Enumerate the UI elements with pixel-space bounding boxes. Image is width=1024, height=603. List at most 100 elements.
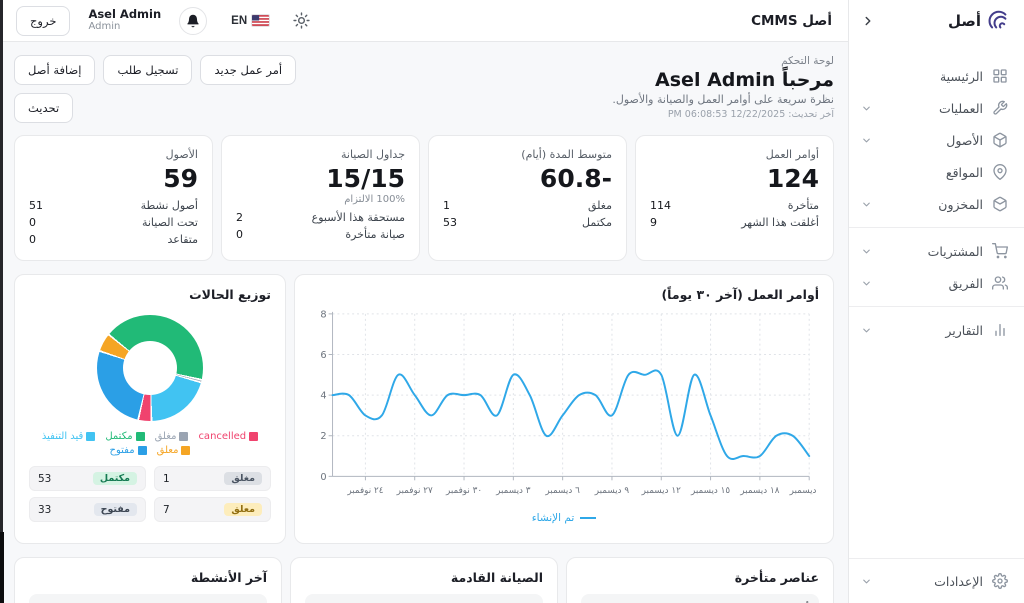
notifications-button[interactable] bbox=[179, 6, 208, 35]
stat-subtitle: 100% الالتزام bbox=[344, 194, 405, 205]
legend-item-pending[interactable]: معلق bbox=[157, 445, 191, 456]
language-label: EN bbox=[231, 14, 248, 27]
svg-text:٣٠ نوفمبر: ٣٠ نوفمبر bbox=[445, 486, 482, 496]
donut-hole bbox=[123, 341, 177, 395]
legend-label: معلق bbox=[156, 445, 179, 456]
legend-item-completed[interactable]: مكتمل bbox=[105, 431, 145, 442]
stat-row: صيانة متأخرة 0 bbox=[236, 226, 405, 243]
sidebar-bottom: الإعدادات bbox=[849, 558, 1024, 603]
theme-toggle-button[interactable] bbox=[293, 12, 310, 29]
sidebar-item-label: المخزون bbox=[938, 196, 983, 212]
chevron-down-icon bbox=[861, 135, 872, 146]
stat-row-label: مستحقة هذا الأسبوع bbox=[311, 211, 405, 224]
sidebar-item-inventory[interactable]: المخزون bbox=[849, 188, 1024, 220]
stat-row: متقاعد 0 bbox=[29, 231, 198, 248]
legend-item-closed[interactable]: مغلق bbox=[155, 431, 189, 442]
sidebar-collapse-button[interactable] bbox=[857, 10, 879, 32]
legend-swatch bbox=[86, 432, 96, 441]
stat-row-label: تحت الصيانة bbox=[141, 216, 198, 229]
sidebar-nav: الرئيسية العمليات الأصول المواقع bbox=[849, 42, 1024, 346]
card-title: آخر الأنشطة bbox=[190, 570, 267, 585]
svg-text:٣ ديسمبر: ٣ ديسمبر bbox=[495, 486, 531, 496]
scrollbar[interactable] bbox=[0, 532, 4, 603]
stat-title: متوسط المدة (أيام) bbox=[521, 148, 612, 161]
sidebar-item-locations[interactable]: المواقع bbox=[849, 156, 1024, 188]
legend-item-open[interactable]: مفتوح bbox=[110, 445, 147, 456]
logo: أصل bbox=[948, 10, 1010, 32]
sidebar-item-reports[interactable]: التقارير bbox=[849, 314, 1024, 346]
status-count: 7 bbox=[163, 503, 170, 516]
page-title: مرحباً Asel Admin bbox=[655, 69, 834, 91]
sidebar-item-home[interactable]: الرئيسية bbox=[849, 60, 1024, 92]
stat-row-value: 114 bbox=[650, 199, 671, 212]
status-donut bbox=[97, 315, 203, 421]
logout-button[interactable]: خروج bbox=[16, 5, 71, 36]
legend-swatch bbox=[137, 446, 147, 455]
stat-row: أصول نشطة 51 bbox=[29, 197, 198, 214]
sidebar-item-label: الرئيسية bbox=[939, 68, 983, 84]
divider bbox=[849, 306, 1024, 307]
refresh-button[interactable]: تحديث bbox=[14, 93, 74, 123]
status-badge: مغلق bbox=[224, 472, 262, 485]
stat-row: مستحقة هذا الأسبوع 2 bbox=[236, 209, 405, 226]
user-name: Asel Admin bbox=[88, 7, 162, 22]
stat-row: تحت الصيانة 0 bbox=[29, 214, 198, 231]
legend-label: cancelled bbox=[198, 431, 247, 442]
svg-text:١٨ ديسمبر: ١٨ ديسمبر bbox=[739, 486, 779, 496]
sidebar-item-team[interactable]: الفريق bbox=[849, 267, 1024, 299]
svg-text:6: 6 bbox=[320, 350, 326, 361]
work-orders-chart-card: أوامر العمل (آخر ٣٠ يوماً) 0 2 4 6 8 ٢٤ نوفمب… bbox=[294, 274, 834, 544]
list-item[interactable]: صيانة وقائية ٢٢ ديسمبر، ٠٣:٠٠ ص PM gener… bbox=[29, 594, 267, 603]
register-request-button[interactable]: تسجيل طلب bbox=[103, 55, 193, 85]
status-count: 1 bbox=[163, 472, 170, 485]
status-pills: مغلق 1 مكتمل 53 معلق 7 مفتوح 33 bbox=[29, 466, 271, 522]
list-item[interactable]: Daily ICU Equipment Check critical الاست… bbox=[305, 594, 543, 603]
sidebar-item-label: المشتريات bbox=[927, 243, 983, 259]
legend-swatch bbox=[181, 446, 191, 455]
legend-item-in-progress[interactable]: قيد التنفيذ bbox=[41, 431, 96, 442]
stat-row: متأخرة 114 bbox=[650, 197, 819, 214]
svg-text:0: 0 bbox=[320, 472, 326, 483]
topbar-controls: EN Asel Admin Admin خروج bbox=[16, 5, 310, 36]
new-work-order-button[interactable]: أمر عمل جديد bbox=[200, 55, 297, 85]
legend-swatch bbox=[179, 432, 189, 441]
recent-activity-card: آخر الأنشطة صيانة وقائية ٢٢ ديسمبر، ٠٣:٠… bbox=[14, 557, 282, 603]
language-switcher[interactable]: EN bbox=[225, 14, 275, 28]
stat-title: جداول الصيانة bbox=[340, 148, 405, 161]
divider bbox=[849, 227, 1024, 228]
add-asset-button[interactable]: إضافة أصل bbox=[14, 55, 96, 85]
overdue-items-card: عناصر متأخرة أمر عمل الاستحقاق: ١٩ يونيو… bbox=[566, 557, 834, 603]
user-menu[interactable]: Asel Admin Admin bbox=[88, 7, 161, 34]
svg-text:2: 2 bbox=[320, 431, 326, 442]
svg-text:٦ ديسمبر: ٦ ديسمبر bbox=[544, 486, 580, 496]
stats-row: أوامر العمل 124 متأخرة 114 أغلقت هذا الشه… bbox=[14, 135, 834, 261]
stat-value: 59 bbox=[163, 164, 198, 193]
stat-value: 124 bbox=[766, 164, 819, 193]
upcoming-maintenance-card: الصيانة القادمة Daily ICU Equipment Chec… bbox=[290, 557, 558, 603]
sidebar-item-settings[interactable]: الإعدادات bbox=[849, 565, 1024, 603]
sidebar-item-label: الأصول bbox=[946, 132, 983, 148]
donut-wrap bbox=[29, 315, 271, 421]
sidebar-item-operations[interactable]: العمليات bbox=[849, 92, 1024, 124]
card-title: عناصر متأخرة bbox=[734, 570, 819, 585]
page-subtitle: نظرة سريعة على أوامر العمل والصيانة والأ… bbox=[612, 93, 834, 106]
legend-label: قيد التنفيذ bbox=[41, 431, 84, 442]
stat-row-value: 2 bbox=[236, 211, 243, 224]
wrench-icon bbox=[992, 100, 1008, 116]
sidebar-item-purchases[interactable]: المشتريات bbox=[849, 235, 1024, 267]
stat-row-value: 51 bbox=[29, 199, 43, 212]
bottom-row: عناصر متأخرة أمر عمل الاستحقاق: ١٩ يونيو… bbox=[14, 557, 834, 603]
sidebar-item-assets[interactable]: الأصول bbox=[849, 124, 1024, 156]
stat-value: 15/15 bbox=[326, 164, 405, 193]
chart-title: أوامر العمل (آخر ٣٠ يوماً) bbox=[661, 287, 819, 302]
sidebar: أصل الرئيسية العمليات الأصول bbox=[848, 0, 1024, 603]
status-badge: مفتوح bbox=[93, 503, 137, 516]
stat-row-label: أصول نشطة bbox=[140, 199, 198, 212]
line-legend-item[interactable]: تم الإنشاء bbox=[309, 512, 819, 524]
status-distribution-card: توزيع الحالات cancelled مغلق مكتمل قيد ا… bbox=[14, 274, 286, 544]
list-item[interactable]: أمر عمل الاستحقاق: ١٩ يونيو Elevator Ins… bbox=[581, 594, 819, 603]
legend-item-cancelled[interactable]: cancelled bbox=[198, 431, 259, 442]
sidebar-item-label: التقارير bbox=[945, 322, 983, 338]
stat-row-value: 0 bbox=[236, 228, 243, 241]
actions-row: أمر عمل جديد تسجيل طلب إضافة أصل bbox=[14, 55, 297, 85]
